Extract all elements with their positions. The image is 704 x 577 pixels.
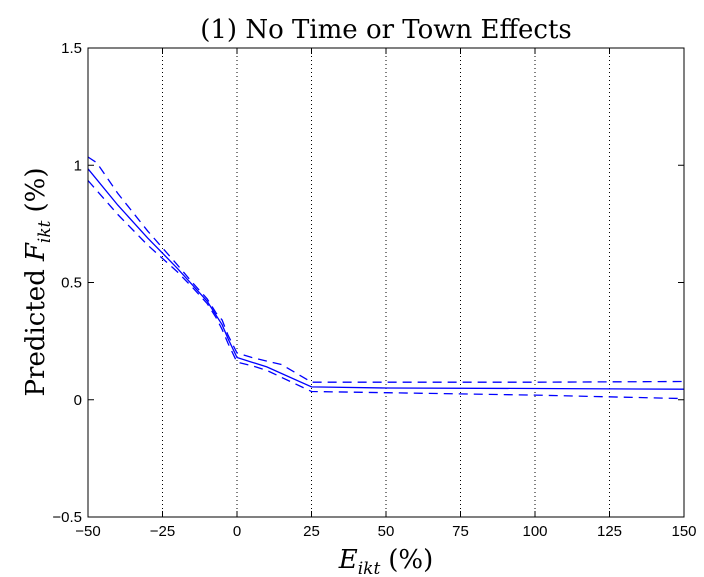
plot-background	[88, 48, 684, 517]
x-axis-label-sub: ikt	[358, 559, 381, 577]
y-axis-label-var: F	[21, 242, 51, 262]
x-axis-label-var: E	[338, 545, 358, 575]
x-tick-label: 125	[597, 523, 622, 540]
y-axis-label: Predicted Fikt (%)	[21, 168, 55, 397]
y-axis-label-sub: ikt	[35, 220, 55, 243]
tick-marks	[87, 47, 685, 518]
x-tick-label: 50	[378, 523, 395, 540]
x-tick-label: 25	[303, 523, 320, 540]
y-tick-label: 0.5	[61, 275, 82, 292]
y-tick-label: −0.5	[52, 509, 82, 526]
x-tick-label: −50	[75, 523, 100, 540]
x-tick-label: −25	[150, 523, 175, 540]
x-tick-label: 0	[233, 523, 241, 540]
x-tick-labels: −50 −25 0 25 50 75 100 125 150	[75, 523, 696, 540]
confidence-band-line-2	[87, 180, 685, 400]
x-tick-label: 100	[522, 523, 547, 540]
y-tick-labels: −0.5 0 0.5 1 1.5	[52, 40, 82, 526]
estimate-line	[87, 168, 685, 390]
x-axis-label: Eikt (%)	[338, 545, 434, 577]
y-tick-label: 1	[74, 157, 82, 174]
y-tick-label: 0	[74, 392, 82, 409]
y-tick-label: 1.5	[61, 40, 82, 57]
x-axis-label-unit: (%)	[388, 545, 433, 575]
series-group	[87, 156, 685, 400]
chart-title: (1) No Time or Town Effects	[200, 15, 572, 45]
x-tick-label: 75	[452, 523, 469, 540]
y-axis-label-prefix: Predicted	[21, 269, 51, 396]
y-axis-label-unit: (%)	[21, 168, 51, 213]
x-tick-label: 150	[671, 523, 696, 540]
